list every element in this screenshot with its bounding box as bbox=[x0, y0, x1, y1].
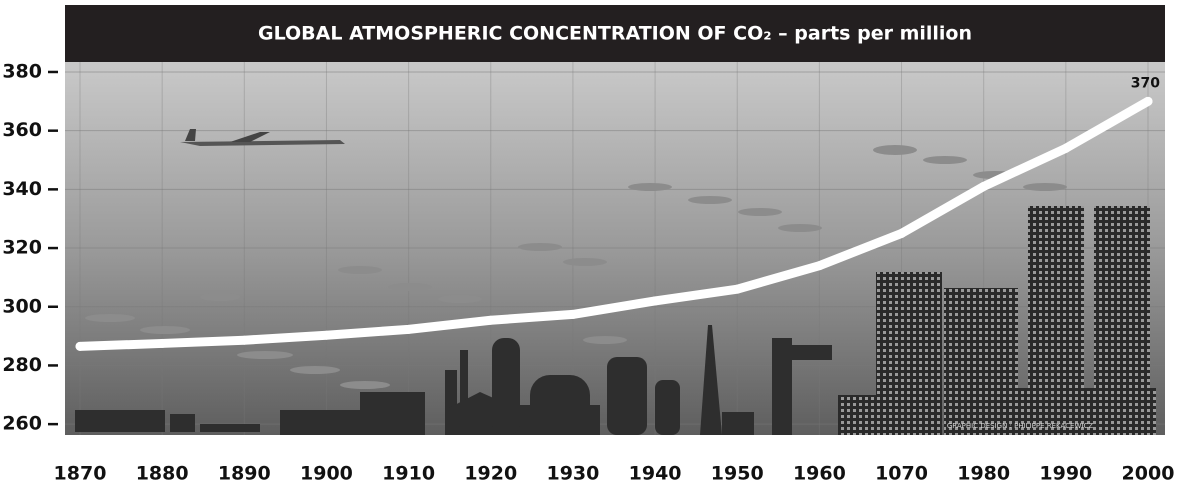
x-tick-label: 1960 bbox=[793, 463, 846, 485]
x-tick-label: 1980 bbox=[957, 463, 1010, 485]
title-bar bbox=[65, 5, 1165, 62]
clouds bbox=[85, 145, 1067, 389]
illustration bbox=[75, 129, 1156, 435]
x-tick-label: 1880 bbox=[136, 463, 189, 485]
point bbox=[321, 330, 331, 340]
industry bbox=[75, 325, 832, 435]
y-tick-label: 280 bbox=[2, 354, 42, 376]
point bbox=[650, 296, 660, 306]
x-tick-label: 1900 bbox=[300, 463, 353, 485]
y-tick-label: 320 bbox=[2, 237, 42, 259]
airplane bbox=[180, 129, 345, 146]
x-tick-label: 1910 bbox=[382, 463, 435, 485]
y-tick-label: 300 bbox=[2, 295, 42, 317]
point bbox=[239, 335, 249, 345]
point bbox=[814, 261, 824, 271]
credit: GRAPHIC DESIGN : PHILIPPE REKACEWICZ bbox=[947, 422, 1093, 430]
point bbox=[979, 181, 989, 191]
x-tick-label: 2000 bbox=[1122, 463, 1175, 485]
point bbox=[1061, 143, 1071, 153]
x-tick-label: 1930 bbox=[546, 463, 599, 485]
point bbox=[1143, 96, 1153, 106]
x-tick-label: 1870 bbox=[54, 463, 107, 485]
point bbox=[568, 309, 578, 319]
y-tick-label: 380 bbox=[2, 60, 42, 82]
y-tick-label: 260 bbox=[2, 413, 42, 435]
y-tick-label: 340 bbox=[2, 178, 42, 200]
x-tick-label: 1990 bbox=[1039, 463, 1092, 485]
y-tick-label: 360 bbox=[2, 119, 42, 141]
point bbox=[404, 324, 414, 334]
point bbox=[75, 341, 85, 351]
line bbox=[75, 96, 1153, 351]
point bbox=[157, 338, 167, 348]
x-tick-label: 1940 bbox=[629, 463, 682, 485]
x-tick-label: 1890 bbox=[218, 463, 271, 485]
x-tick-label: 1070 bbox=[875, 463, 928, 485]
point bbox=[486, 315, 496, 325]
chart-title: GLOBAL ATMOSPHERIC CONCENTRATION OF CO₂ … bbox=[258, 23, 972, 45]
x-tick-label: 1920 bbox=[464, 463, 517, 485]
skyline bbox=[838, 206, 1156, 435]
point bbox=[732, 284, 742, 294]
annotation: 370 bbox=[1131, 75, 1160, 91]
point bbox=[897, 228, 907, 238]
x-tick-label: 1950 bbox=[711, 463, 764, 485]
